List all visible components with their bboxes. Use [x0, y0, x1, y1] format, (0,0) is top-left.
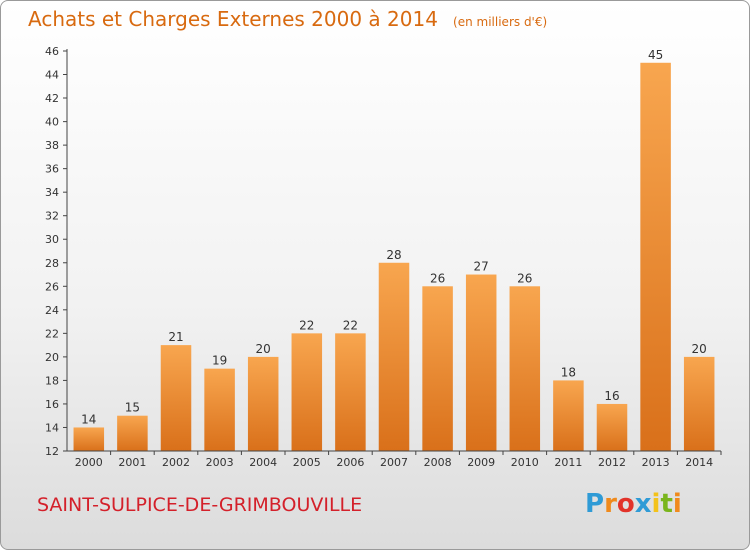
x-tick-label: 2014 — [685, 456, 713, 469]
y-tick-label: 46 — [45, 45, 59, 58]
bar — [465, 274, 497, 451]
x-tick-label: 2008 — [424, 456, 452, 469]
bar — [247, 356, 279, 451]
bar — [204, 368, 235, 451]
x-tick-label: 2006 — [336, 456, 364, 469]
bar-value-label: 16 — [604, 389, 619, 403]
logo-letter: o — [616, 489, 635, 519]
bar — [291, 333, 323, 451]
x-tick-label: 2007 — [380, 456, 408, 469]
proxiti-logo: Proxiti — [585, 489, 682, 519]
bar-value-label: 15 — [125, 401, 140, 415]
bar — [683, 356, 715, 451]
bars-group: 14 15 21 19 20 22 22 28 26 27 26 18 16 45 20 — [73, 48, 715, 451]
x-tick-label: 2003 — [206, 456, 234, 469]
bar — [160, 345, 192, 451]
y-tick-label: 44 — [45, 69, 59, 82]
bar-value-label: 26 — [430, 271, 445, 285]
y-tick-label: 40 — [45, 116, 59, 129]
bar-value-label: 22 — [343, 318, 358, 332]
bar-value-label: 19 — [212, 354, 227, 368]
bar-value-label: 18 — [561, 365, 576, 379]
bar — [422, 286, 453, 451]
x-tick-label: 2004 — [249, 456, 277, 469]
x-tick-label: 2009 — [467, 456, 495, 469]
bar-value-label: 26 — [517, 271, 532, 285]
x-tick-label: 2002 — [162, 456, 190, 469]
y-tick-label: 30 — [45, 233, 59, 246]
y-tick-label: 12 — [45, 445, 59, 458]
y-tick-label: 32 — [45, 210, 59, 223]
bar-value-label: 22 — [299, 318, 314, 332]
logo-letter: x — [634, 489, 652, 519]
bar — [596, 403, 628, 451]
x-tick-label: 2011 — [554, 456, 582, 469]
y-tick-label: 26 — [45, 280, 59, 293]
y-tick-label: 38 — [45, 139, 59, 152]
y-tick-label: 42 — [45, 92, 59, 105]
bar-value-label: 14 — [81, 412, 96, 426]
y-tick-label: 24 — [45, 304, 59, 317]
y-tick-label: 14 — [45, 421, 59, 434]
bar-value-label: 27 — [474, 260, 489, 274]
bar — [640, 62, 671, 451]
bar-value-label: 28 — [386, 248, 401, 262]
x-tick-label: 2001 — [118, 456, 146, 469]
bar-value-label: 20 — [692, 342, 707, 356]
x-tick-label: 2005 — [293, 456, 321, 469]
bar — [335, 333, 366, 451]
chart-title: Achats et Charges Externes 2000 à 2014 (… — [28, 7, 547, 31]
y-tick-label: 36 — [45, 163, 59, 176]
y-tick-label: 28 — [45, 257, 59, 270]
logo-letter: i — [651, 489, 661, 519]
bar-value-label: 21 — [168, 330, 183, 344]
logo-letter: P — [585, 489, 605, 519]
bar — [553, 380, 584, 451]
logo-letter: i — [672, 489, 682, 519]
bar-value-label: 45 — [648, 48, 663, 62]
bar-value-label: 20 — [256, 342, 271, 356]
axes-group: 12 14 16 18 20 22 24 26 28 30 32 34 36 38 40 42 44 46 2000… — [45, 45, 722, 469]
commune-name: SAINT-SULPICE-DE-GRIMBOUVILLE — [37, 494, 363, 516]
logo-letter: r — [604, 489, 617, 519]
bar — [117, 415, 148, 451]
bar — [378, 262, 410, 451]
y-tick-label: 20 — [45, 351, 59, 364]
x-tick-label: 2010 — [511, 456, 539, 469]
logo-letter: t — [660, 489, 673, 519]
y-tick-label: 16 — [45, 398, 59, 411]
bar — [73, 427, 105, 451]
x-tick-label: 2012 — [598, 456, 626, 469]
chart-unit: (en milliers d'€) — [453, 15, 548, 29]
y-tick-label: 18 — [45, 374, 59, 387]
chart-title-text: Achats et Charges Externes 2000 à 2014 — [28, 7, 438, 31]
x-tick-label: 2000 — [75, 456, 103, 469]
y-tick-label: 22 — [45, 327, 59, 340]
x-tick-label: 2013 — [642, 456, 670, 469]
y-tick-label: 34 — [45, 186, 59, 199]
bar — [509, 286, 541, 451]
